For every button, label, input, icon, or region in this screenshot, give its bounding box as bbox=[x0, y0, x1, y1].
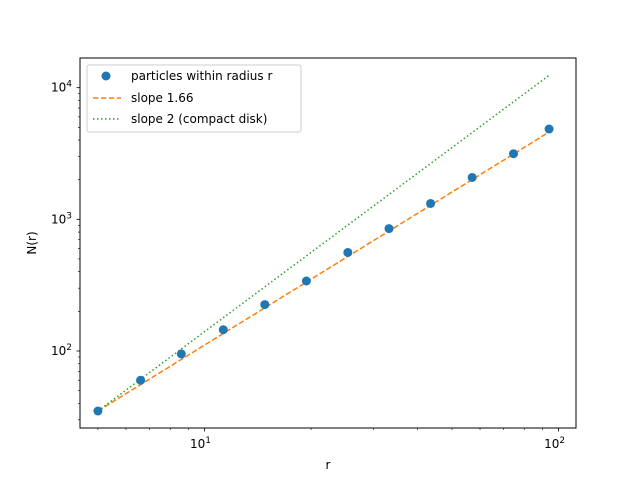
y-axis-ticks: 102 103 104 bbox=[51, 80, 80, 421]
legend-label-particles: particles within radius r bbox=[131, 69, 272, 83]
data-point bbox=[509, 149, 519, 159]
x-axis-ticks: 101 102 bbox=[97, 428, 565, 451]
x-axis-label: r bbox=[326, 458, 331, 472]
data-point bbox=[544, 124, 554, 134]
series-line-1 bbox=[97, 131, 550, 412]
data-point bbox=[218, 325, 228, 335]
legend-label-slope-2: slope 2 (compact disk) bbox=[131, 112, 267, 126]
legend-label-slope-1-66: slope 1.66 bbox=[131, 91, 193, 105]
data-point bbox=[343, 247, 353, 257]
data-point bbox=[136, 375, 146, 385]
series-line-2 bbox=[97, 74, 550, 412]
data-point bbox=[260, 300, 270, 310]
y-axis-label: N(r) bbox=[25, 231, 39, 254]
legend-box bbox=[86, 64, 302, 133]
data-point bbox=[176, 349, 186, 359]
data-point bbox=[93, 406, 103, 416]
plot-points bbox=[93, 124, 554, 416]
plot-lines bbox=[97, 74, 550, 412]
data-point bbox=[467, 172, 477, 182]
x-tick-label: 101 bbox=[190, 436, 211, 451]
y-tick-label: 102 bbox=[51, 343, 72, 358]
y-tick-label: 104 bbox=[51, 80, 72, 95]
plot-frame bbox=[79, 57, 577, 429]
legend: particles within radius r slope 1.66 slo… bbox=[86, 64, 302, 133]
data-point bbox=[426, 198, 436, 208]
legend-marker-particles bbox=[101, 71, 111, 81]
data-point bbox=[301, 276, 311, 286]
x-tick-label: 102 bbox=[544, 436, 565, 451]
data-point bbox=[384, 224, 394, 234]
y-tick-label: 103 bbox=[51, 211, 72, 226]
